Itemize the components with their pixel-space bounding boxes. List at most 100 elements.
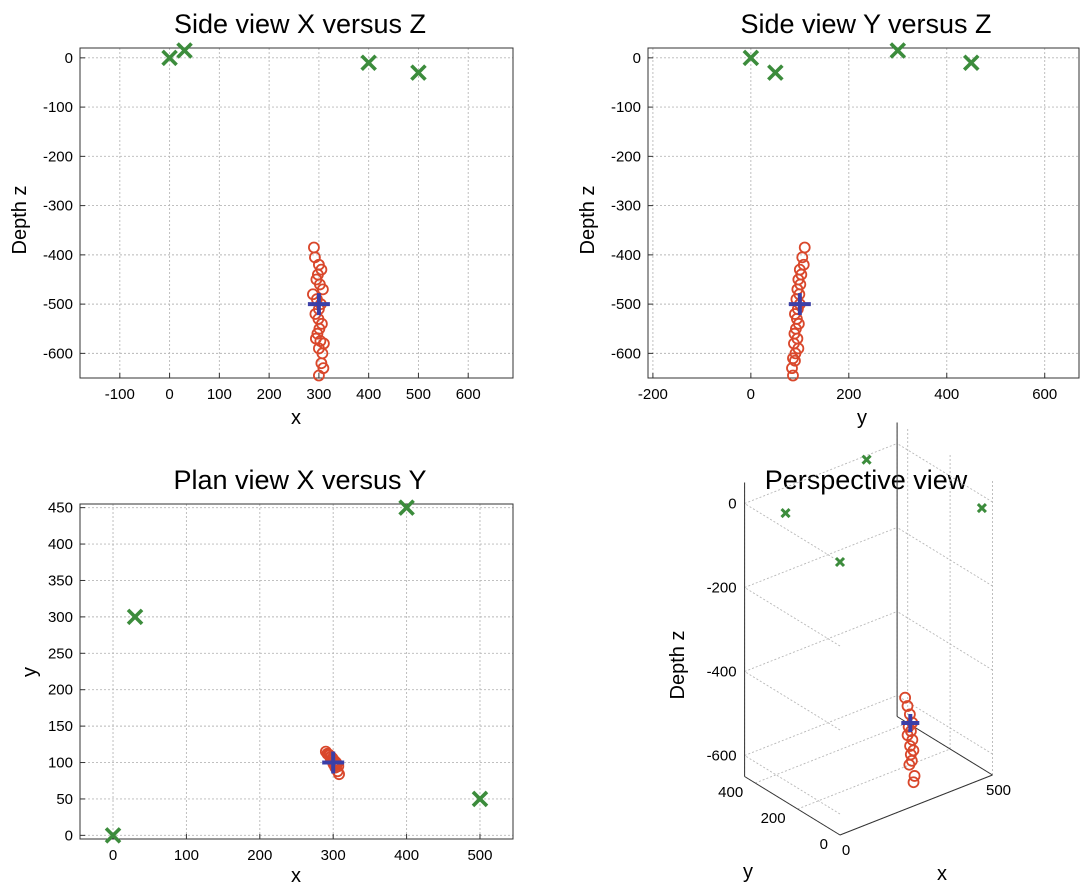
z-gridline xyxy=(744,611,898,672)
centroid-marker xyxy=(307,293,330,316)
y-tick-label: -200 xyxy=(611,148,641,165)
sensor-marker xyxy=(976,503,987,514)
sensor-marker xyxy=(360,54,377,72)
event-marker xyxy=(796,251,809,264)
y-tick-label: 250 xyxy=(48,645,73,662)
y-tick-label: 400 xyxy=(718,784,743,801)
y-tick-label: -600 xyxy=(43,345,73,362)
panel-side-view-y-z: Side view Y versus Z -200 0 200 400 600 0 -100… xyxy=(577,9,1080,429)
panel-side-view-x-z: Side view X versus Z -100 0 100 200 300 400 50… xyxy=(9,9,514,429)
x-tick-label: 600 xyxy=(1032,386,1057,403)
y-tick-label: 0 xyxy=(633,50,641,67)
chart-title: Perspective view xyxy=(765,465,968,495)
event-marker xyxy=(789,354,801,367)
z-tick-label: -200 xyxy=(707,580,737,597)
sensor-marker xyxy=(889,42,907,59)
y-tick-label: 300 xyxy=(48,609,73,626)
sensor-marker xyxy=(742,49,760,67)
y-tick-label: -300 xyxy=(611,198,641,215)
y-tick-label: 100 xyxy=(48,755,73,772)
event-marker xyxy=(901,700,914,712)
z-gridline xyxy=(744,671,841,731)
z-axis-label: Depth z xyxy=(667,631,689,700)
y-axis-label: Depth z xyxy=(9,186,31,255)
sensor-marker xyxy=(176,42,193,59)
y-tick-label: -500 xyxy=(43,296,73,313)
chart-title: Plan view X versus Y xyxy=(173,465,426,495)
z-tick-label: -400 xyxy=(707,664,737,681)
chart-title: Side view X versus Z xyxy=(174,9,426,39)
y-tick-label: 200 xyxy=(48,682,73,699)
event-marker xyxy=(899,691,912,704)
sensor-marker xyxy=(834,556,846,568)
y-tick-label: -100 xyxy=(611,99,641,116)
z-gridline xyxy=(744,695,898,756)
sensor-marker xyxy=(410,64,427,81)
y-tick-label: 0 xyxy=(820,836,828,853)
y-tick-label: 0 xyxy=(65,827,73,844)
y-tick-label: -200 xyxy=(43,148,73,165)
x-axis-label: x xyxy=(291,865,301,887)
centroid-marker xyxy=(901,714,920,732)
x-tick-label: 300 xyxy=(306,386,331,403)
y-tick-label: -100 xyxy=(43,99,73,116)
y-tick-label: 0 xyxy=(65,50,73,67)
x-tick-label: 500 xyxy=(986,782,1011,799)
z-gridline xyxy=(896,443,993,503)
x-tick-label: 0 xyxy=(165,386,173,403)
y-gridline xyxy=(755,722,908,784)
sensor-marker xyxy=(861,454,872,465)
event-marker xyxy=(907,776,920,789)
y-axis-label: Depth z xyxy=(577,186,599,255)
y-tick-label: -400 xyxy=(43,247,73,264)
event-marker xyxy=(308,241,320,254)
x-tick-label: 200 xyxy=(247,847,272,864)
x-tick-label: 100 xyxy=(174,847,199,864)
x-axis-label: y xyxy=(857,407,867,429)
y-tick-label: 50 xyxy=(56,791,73,808)
z-tick-label: 0 xyxy=(728,496,736,513)
x-tick-label: 200 xyxy=(257,386,282,403)
x-tick-label: 400 xyxy=(356,386,381,403)
y-tick-label: -300 xyxy=(43,198,73,215)
z-gridline xyxy=(896,611,993,671)
y-axis-label: y xyxy=(19,667,41,677)
event-marker xyxy=(798,241,811,254)
sensor-marker xyxy=(104,827,122,844)
z-gridline xyxy=(744,755,841,815)
z-gridline xyxy=(744,443,898,504)
sensor-marker xyxy=(780,508,791,519)
x-tick-label: 400 xyxy=(934,386,959,403)
y-tick-label: 150 xyxy=(48,718,73,735)
x-tick-label: 0 xyxy=(747,386,755,403)
z-gridline xyxy=(744,503,841,563)
x-tick-label: 500 xyxy=(406,386,431,403)
centroid-marker xyxy=(788,293,811,316)
x-tick-label: 100 xyxy=(207,386,232,403)
x-tick-label: -200 xyxy=(638,386,668,403)
z-gridline xyxy=(744,527,898,588)
event-marker xyxy=(312,369,325,382)
event-marker xyxy=(908,770,921,782)
panel-plan-view-x-y: Plan view X versus Y 0 100 200 300 400 500450… xyxy=(19,465,514,887)
y-tick-label: 400 xyxy=(48,536,73,553)
x-tick-label: 0 xyxy=(109,847,117,864)
x-tick-label: 400 xyxy=(394,847,419,864)
x-axis-label: x xyxy=(937,863,947,885)
sensor-marker xyxy=(962,54,980,72)
sensor-marker xyxy=(126,608,144,626)
y-tick-label: -600 xyxy=(611,345,641,362)
event-marker xyxy=(311,327,324,340)
chart-title: Side view Y versus Z xyxy=(740,9,991,39)
z-gridline xyxy=(744,587,841,647)
plot-frame xyxy=(647,47,1080,379)
event-marker xyxy=(903,758,916,771)
y-tick-label: 450 xyxy=(48,500,73,517)
event-marker xyxy=(786,362,798,375)
x-tick-label: 600 xyxy=(456,386,481,403)
centroid-marker xyxy=(322,751,345,774)
x-tick-label: 300 xyxy=(321,847,346,864)
sensor-marker xyxy=(161,49,178,67)
y-tick-label: -500 xyxy=(611,296,641,313)
